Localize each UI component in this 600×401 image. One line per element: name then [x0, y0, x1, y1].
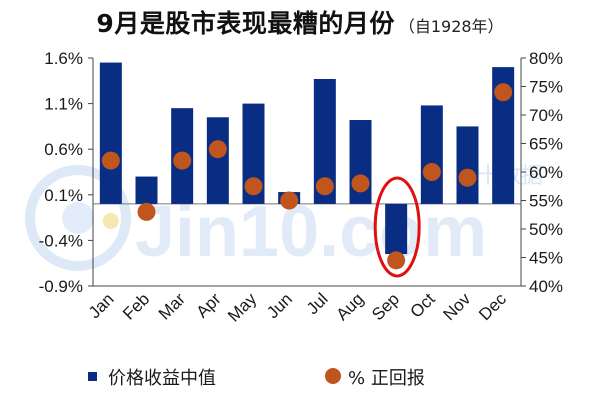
- dot-apr: [208, 140, 227, 159]
- dot-dec: [494, 83, 513, 102]
- right-tick-label: 65%: [529, 135, 563, 154]
- x-tick-label-dec: Dec: [475, 289, 510, 324]
- bar-dec: [492, 67, 515, 204]
- x-tick-label-may: May: [224, 289, 260, 325]
- x-tick-label-jun: Jun: [263, 289, 296, 322]
- legend-dot-swatch: [325, 368, 341, 384]
- chart-subtitle: （自1928年）: [398, 17, 504, 36]
- left-tick-label: -0.9%: [39, 277, 83, 296]
- dot-nov: [458, 168, 477, 187]
- bar-oct: [420, 105, 443, 204]
- left-tick-label: -0.4%: [39, 231, 83, 250]
- dot-oct: [422, 163, 441, 181]
- bar-nov: [456, 126, 479, 204]
- highlight-marker: [102, 213, 119, 229]
- legend-bar-swatch: [88, 372, 97, 381]
- right-tick-label: 50%: [529, 220, 563, 239]
- right-tick-label: 60%: [529, 163, 563, 182]
- left-tick-label: 0.6%: [44, 140, 83, 159]
- x-tick-label-jan: Jan: [85, 289, 118, 322]
- watermark-logo-ring: [25, 165, 131, 271]
- right-tick-label: 75%: [529, 78, 563, 97]
- left-tick-label: 0.1%: [44, 186, 83, 205]
- x-tick-label-feb: Feb: [119, 289, 153, 323]
- left-tick-label: 1.1%: [44, 95, 83, 114]
- bar-may: [242, 103, 265, 204]
- dot-sep: [387, 251, 406, 270]
- legend-bar-label: 价格收益中值: [108, 368, 216, 389]
- bar-feb: [135, 176, 158, 204]
- dot-may: [244, 177, 263, 196]
- right-tick-label: 70%: [529, 106, 563, 125]
- bar-sep: [385, 203, 408, 255]
- right-tick-label: 80%: [529, 49, 563, 68]
- x-tick-label-apr: Apr: [193, 289, 225, 321]
- legend: 价格收益中值 % 正回报: [88, 368, 425, 389]
- x-tick-label-oct: Oct: [407, 289, 439, 321]
- watermark: Jin10.com 金十数据: [25, 164, 543, 272]
- watermark-text: Jin10.com: [135, 192, 487, 272]
- bar-jan: [99, 62, 122, 204]
- annotation-ellipse: [373, 176, 421, 278]
- x-tick-label-aug: Aug: [333, 289, 368, 324]
- dot-jun: [280, 191, 299, 210]
- bar-apr: [206, 117, 229, 204]
- dot-mar: [173, 151, 192, 170]
- x-tick-label-jul: Jul: [303, 289, 332, 318]
- x-tick-label-mar: Mar: [155, 289, 189, 323]
- bar-jul: [313, 78, 336, 204]
- dot-feb: [137, 202, 156, 221]
- dot-aug: [351, 174, 370, 193]
- title-block: 9月是股市表现最糟的月份 （自1928年）: [0, 4, 600, 40]
- right-tick-label: 40%: [529, 277, 563, 296]
- x-tick-label-sep: Sep: [368, 289, 403, 324]
- chart-title: 9月是股市表现最糟的月份: [96, 9, 395, 38]
- left-tick-label: 1.6%: [44, 49, 83, 68]
- dot-jul: [315, 177, 334, 196]
- right-tick-label: 55%: [529, 192, 563, 211]
- x-tick-label-nov: Nov: [440, 289, 475, 324]
- right-tick-label: 45%: [529, 249, 563, 268]
- legend-dot-label: % 正回报: [348, 368, 425, 389]
- watermark-logo-core: [62, 202, 94, 234]
- dot-jan: [101, 151, 120, 170]
